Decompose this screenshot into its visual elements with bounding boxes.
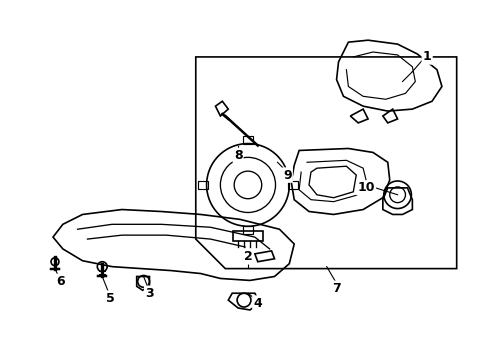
Text: 3: 3 (145, 287, 154, 300)
Text: 2: 2 (244, 250, 252, 263)
Text: 10: 10 (357, 181, 375, 194)
Bar (288, 181, 298, 189)
Bar (243, 136, 253, 144)
Text: 8: 8 (234, 149, 243, 162)
Bar (243, 226, 253, 234)
Text: 7: 7 (332, 282, 341, 295)
Bar (198, 181, 208, 189)
Text: 9: 9 (283, 168, 292, 181)
Text: 6: 6 (56, 275, 65, 288)
Text: 1: 1 (423, 50, 432, 63)
Text: 4: 4 (253, 297, 262, 310)
Text: 5: 5 (106, 292, 115, 305)
